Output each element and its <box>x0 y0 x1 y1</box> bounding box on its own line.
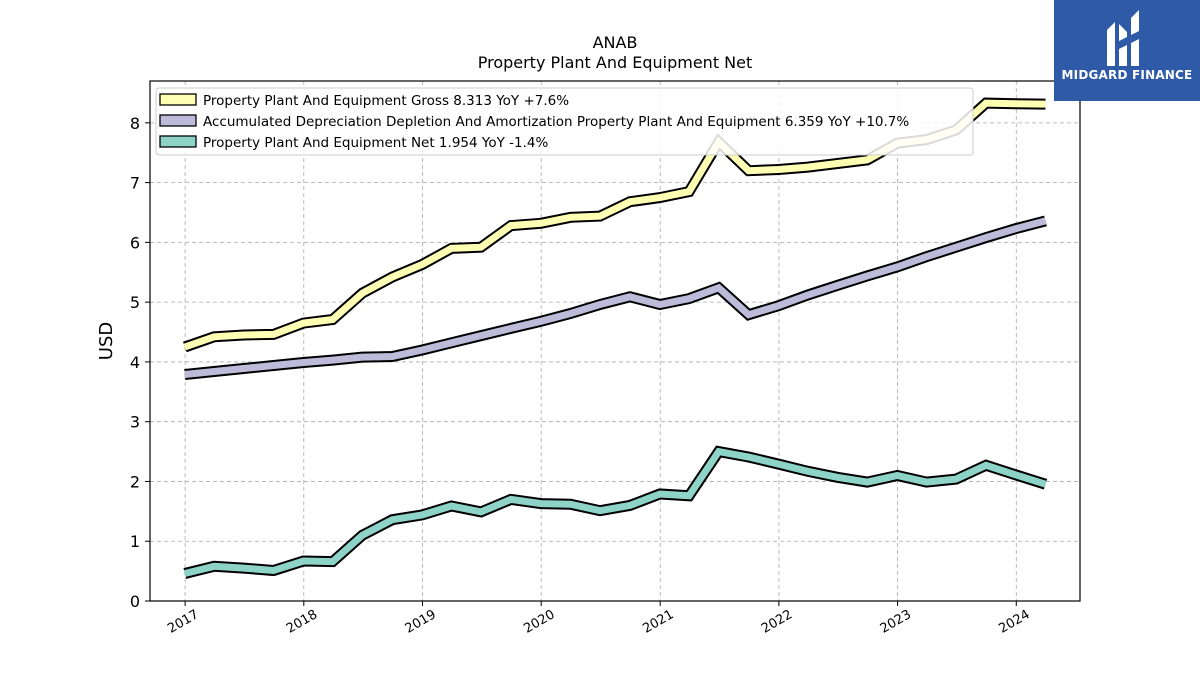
series-net-line <box>183 447 1047 577</box>
y-tick-label: 6 <box>130 233 140 252</box>
legend-swatch-net <box>159 135 197 148</box>
y-tick-label: 8 <box>130 114 140 133</box>
y-tick-label: 4 <box>130 353 140 372</box>
y-axis: 0 1 2 3 4 5 6 7 8 <box>130 114 150 611</box>
midgard-logo-icon <box>1107 10 1141 66</box>
y-tick-label: 1 <box>130 532 140 551</box>
x-tick-label: 2019 <box>403 607 439 637</box>
legend-entry-net: Property Plant And Equipment Net 1.954 Y… <box>159 135 548 151</box>
x-tick-label: 2018 <box>284 607 320 637</box>
x-tick-label: 2023 <box>878 607 914 637</box>
chart-subtitle: Property Plant And Equipment Net <box>478 53 753 72</box>
legend-swatch-gross <box>159 93 197 106</box>
x-tick-label: 2024 <box>996 607 1032 637</box>
x-axis: 2017 2018 2019 2020 2021 2022 2023 2024 <box>165 601 1033 637</box>
legend-entry-gross: Property Plant And Equipment Gross 8.313… <box>159 93 569 109</box>
x-tick-label: 2022 <box>759 607 795 637</box>
y-tick-label: 3 <box>130 413 140 432</box>
series-layer <box>182 97 1048 579</box>
y-tick-label: 7 <box>130 174 140 193</box>
y-tick-label: 5 <box>130 293 140 312</box>
y-axis-label: USD <box>96 322 117 360</box>
series-depreciation-line <box>184 217 1047 378</box>
grid <box>150 81 1080 602</box>
y-tick-label: 2 <box>130 472 140 491</box>
legend-label-net: Property Plant And Equipment Net 1.954 Y… <box>203 135 548 151</box>
series-net-outline <box>183 445 1048 579</box>
legend-label-depreciation: Accumulated Depreciation Depletion And A… <box>203 114 909 130</box>
series-net <box>183 445 1048 579</box>
x-tick-label: 2021 <box>640 607 676 637</box>
x-tick-label: 2017 <box>165 607 201 637</box>
brand-logo: MIDGARD FINANCE <box>1054 0 1200 101</box>
legend: Property Plant And Equipment Gross 8.313… <box>155 87 974 156</box>
brand-name: MIDGARD FINANCE <box>1061 68 1193 82</box>
legend-entry-depreciation: Accumulated Depreciation Depletion And A… <box>159 114 909 130</box>
plot-frame <box>149 80 1081 602</box>
series-depreciation <box>184 215 1047 380</box>
chart-title: ANAB <box>593 33 638 52</box>
x-tick-label: 2020 <box>521 607 557 637</box>
legend-label-gross: Property Plant And Equipment Gross 8.313… <box>203 93 569 109</box>
legend-swatch-depreciation <box>159 114 197 127</box>
y-tick-label: 0 <box>130 592 140 611</box>
legend-box <box>155 87 974 156</box>
